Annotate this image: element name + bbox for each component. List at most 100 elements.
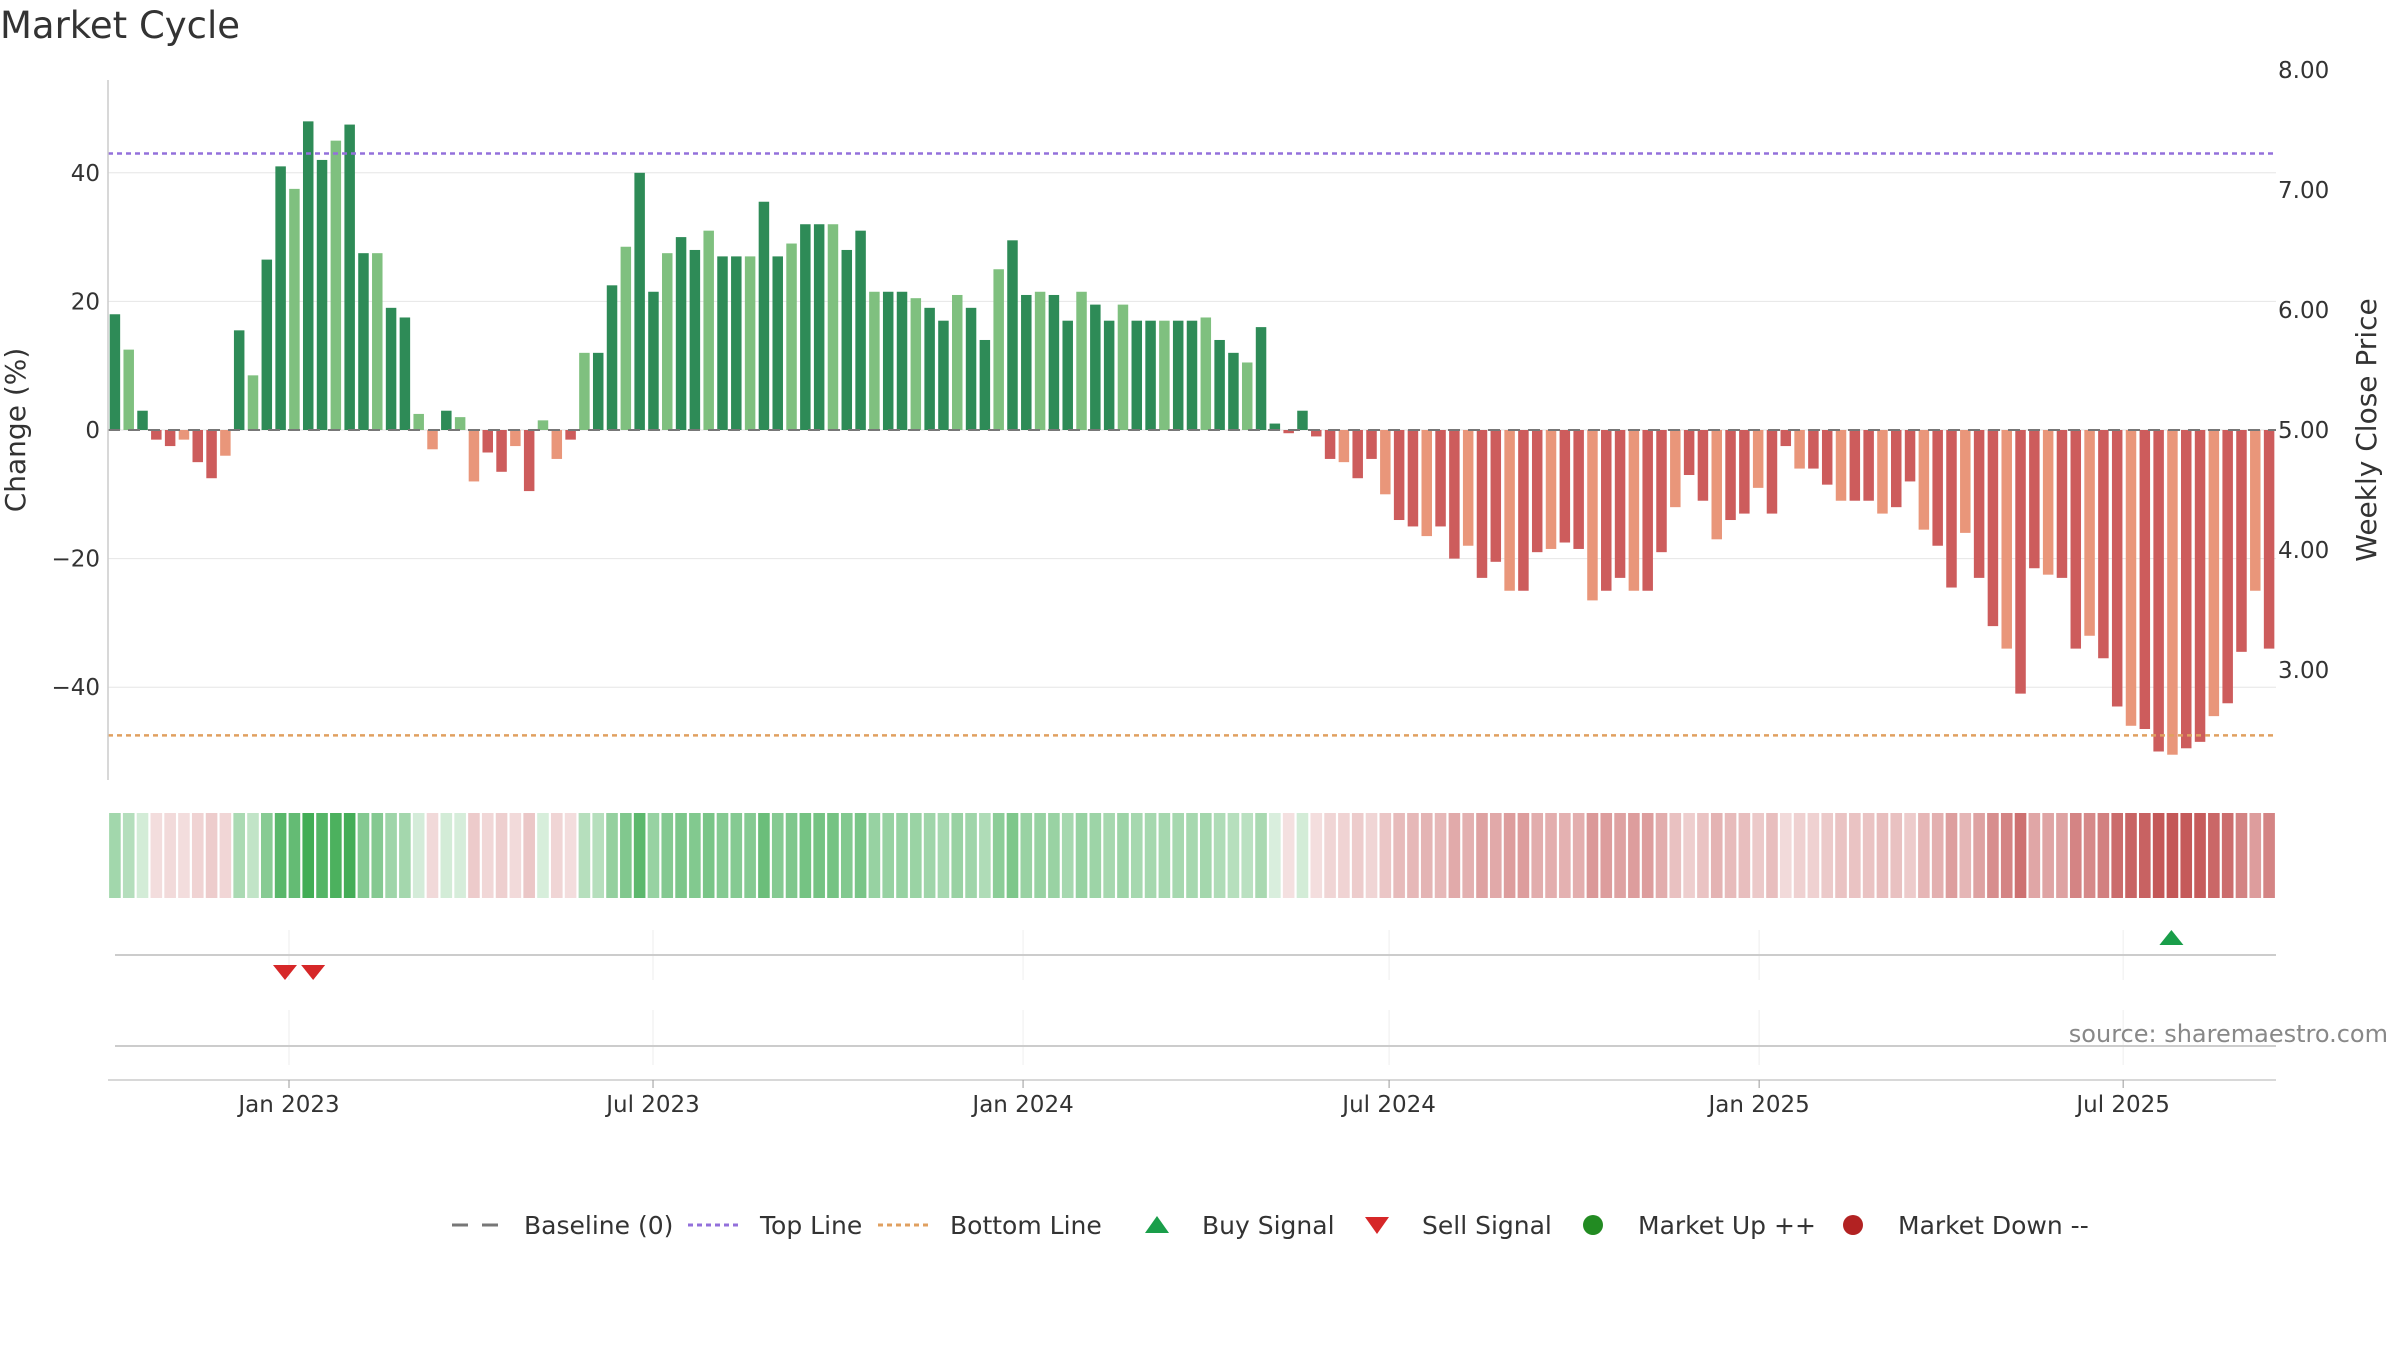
x-tick-label: Jul 2024	[1340, 1092, 1436, 1118]
heat-cell	[2069, 813, 2082, 898]
change-bar	[1159, 320, 1170, 430]
chart-title: Market Cycle	[0, 4, 241, 47]
heat-cell	[164, 813, 176, 898]
x-tick-label: Jan 2023	[236, 1092, 339, 1118]
change-bar	[979, 339, 991, 430]
change-bar	[2180, 430, 2192, 749]
heat-cell	[1351, 813, 1364, 898]
change-bar	[1103, 320, 1115, 430]
change-bar	[1241, 362, 1253, 430]
heat-cell	[219, 813, 232, 898]
heat-cell	[1365, 813, 1378, 898]
change-bar	[496, 430, 507, 472]
sell-signal-marker	[272, 965, 297, 980]
heat-cell	[744, 813, 756, 898]
change-bar	[1352, 430, 1363, 479]
change-bar	[468, 430, 480, 482]
heat-cell	[1103, 813, 1115, 898]
change-bar	[1960, 430, 1971, 533]
heat-cell	[1310, 813, 1323, 898]
change-bar	[1131, 320, 1143, 430]
heat-cell	[1835, 813, 1847, 898]
change-bar	[662, 253, 673, 430]
heat-cell	[1531, 813, 1544, 898]
change-bar	[247, 375, 259, 430]
heat-cell	[1779, 813, 1792, 898]
change-bar	[482, 430, 493, 453]
heat-cell	[1034, 813, 1046, 898]
y2-axis-title: Weekly Close Price	[2350, 298, 2383, 561]
buy-signal-marker	[2159, 930, 2184, 945]
heat-cell	[647, 813, 660, 898]
change-bar	[579, 352, 590, 430]
change-bar	[441, 410, 452, 430]
change-bar	[1725, 430, 1736, 521]
change-bar	[1973, 430, 1985, 578]
x-tick-label: Jan 2024	[970, 1092, 1073, 1118]
heat-cell	[1061, 813, 1074, 898]
change-bar	[703, 230, 714, 430]
change-bar	[1711, 430, 1722, 540]
heat-cell	[412, 813, 425, 898]
heat-cell	[1200, 813, 1212, 898]
heat-cell	[2139, 813, 2151, 898]
heat-cell	[1241, 813, 1254, 898]
heat-cell	[2014, 813, 2027, 898]
legend-buy-marker	[1145, 1216, 1169, 1233]
change-bar	[1821, 430, 1833, 485]
legend: Baseline (0) Top Line Bottom Line Buy Signa…	[452, 1211, 2089, 1240]
heat-cell	[702, 813, 715, 898]
change-bar	[855, 230, 866, 430]
heat-cell	[578, 813, 591, 898]
heat-cell	[1434, 813, 1447, 898]
heat-cell	[1876, 813, 1889, 898]
heat-cell	[385, 813, 397, 898]
heat-cell	[1724, 813, 1737, 898]
heat-cell	[316, 813, 328, 898]
x-tick-label: Jul 2025	[2074, 1092, 2170, 1118]
heat-cell	[1158, 813, 1171, 898]
y2-tick-label: 5.00	[2278, 418, 2329, 444]
change-bar	[1573, 430, 1584, 549]
heat-cell	[2208, 813, 2220, 898]
legend-label: Buy Signal	[1202, 1211, 1335, 1240]
heat-cell	[1973, 813, 1985, 898]
change-bar	[1891, 430, 1902, 508]
heat-cell	[937, 813, 950, 898]
heat-cell	[523, 813, 535, 898]
change-bar	[1007, 240, 1018, 430]
heat-cell	[1586, 813, 1599, 898]
heat-cell	[1172, 813, 1184, 898]
change-bar	[1614, 430, 1626, 578]
heat-cell	[191, 813, 204, 898]
change-bar	[413, 413, 424, 430]
change-bar	[551, 430, 563, 459]
change-bar	[1034, 291, 1046, 430]
heat-cell	[1420, 813, 1433, 898]
change-bar	[1739, 430, 1750, 514]
change-bar	[1062, 320, 1073, 430]
change-bar	[1863, 430, 1874, 501]
change-bar	[1587, 430, 1598, 601]
heat-cell	[1227, 813, 1240, 898]
change-bar	[1531, 430, 1543, 553]
change-bar	[372, 253, 383, 430]
change-bar	[1297, 410, 1308, 430]
bars	[109, 121, 2275, 755]
heat-cell	[758, 813, 770, 898]
heat-cell	[550, 813, 563, 898]
y-tick-label: −20	[51, 547, 100, 573]
change-bar	[1228, 352, 1239, 430]
change-bar	[869, 291, 880, 430]
heat-cell	[785, 813, 798, 898]
change-bar	[1559, 430, 1571, 543]
heat-cell	[1393, 813, 1405, 898]
change-bar	[192, 430, 204, 463]
change-bar	[1366, 430, 1377, 459]
heat-cell	[675, 813, 687, 898]
heat-cell	[261, 813, 273, 898]
heat-cell	[1117, 813, 1129, 898]
heat-cell	[1282, 813, 1295, 898]
change-bar	[164, 430, 176, 447]
